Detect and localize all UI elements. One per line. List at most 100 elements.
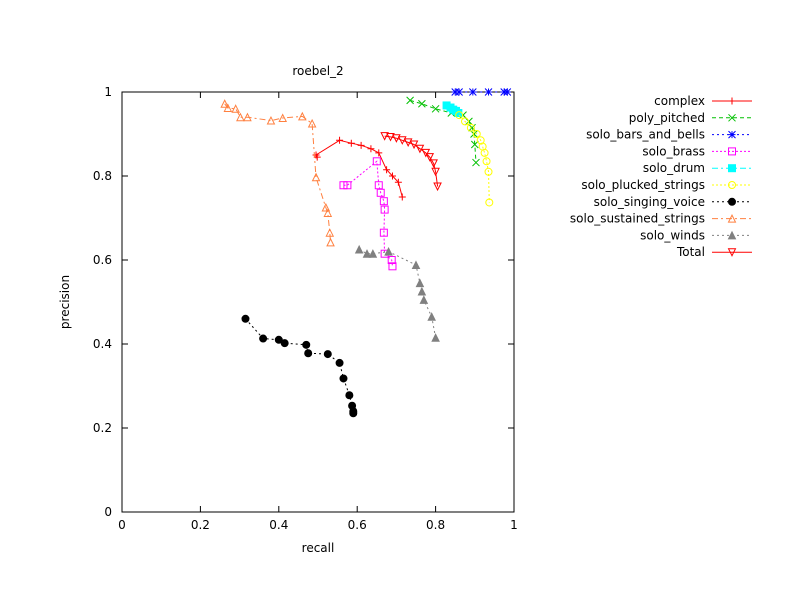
data-point-solo-brass <box>376 188 385 197</box>
data-point-complex <box>388 172 396 180</box>
legend-label: solo_plucked_strings <box>581 178 705 192</box>
x-tick-label: 0.2 <box>191 518 210 532</box>
data-point-total <box>431 167 440 177</box>
legend-item-solo-drum: solo_drum <box>643 161 752 175</box>
y-tick-label: 0.2 <box>93 421 112 435</box>
data-point-solo-brass <box>379 228 388 237</box>
legend-marker <box>727 248 737 257</box>
legend-marker <box>728 147 736 156</box>
data-point-solo-sustained-strings <box>231 104 240 113</box>
data-point-total <box>392 134 401 143</box>
legend-item-solo-bars-and-bells: solo_bars_and_bells <box>586 128 752 142</box>
data-point-solo-plucked-strings <box>466 123 475 132</box>
data-point-complex <box>357 141 365 149</box>
data-point-poly-pitched <box>472 158 480 167</box>
data-point-complex <box>383 166 391 174</box>
data-point-complex <box>367 145 375 153</box>
data-point-solo-winds <box>415 278 425 288</box>
y-tick-label: 1 <box>104 85 112 99</box>
legend-label: poly_pitched <box>629 111 705 125</box>
x-tick-label: 0.6 <box>348 518 367 532</box>
series-line-solo-brass <box>343 160 393 267</box>
legend-label: solo_singing_voice <box>594 195 705 209</box>
data-point-complex <box>394 178 402 186</box>
data-point-solo-sustained-strings <box>321 202 331 212</box>
data-point-solo-bars-and-bells <box>484 88 493 96</box>
legend-item-poly-pitched: poly_pitched <box>629 111 752 125</box>
data-point-solo-brass <box>387 256 396 264</box>
legend-marker <box>728 197 736 206</box>
ticks: 0 0.2 0.4 0.6 0.8 1 0 0.2 0.4 0.6 0.8 1 <box>93 85 518 532</box>
data-point-total <box>403 138 413 148</box>
data-point-solo-sustained-strings <box>323 208 333 217</box>
data-point-total <box>415 144 425 154</box>
data-point-solo-sustained-strings <box>243 112 252 122</box>
data-point-solo-winds <box>419 295 429 304</box>
data-point-solo-plucked-strings <box>484 167 493 176</box>
data-point-solo-winds <box>427 312 436 321</box>
data-point-solo-sustained-strings <box>223 103 233 112</box>
data-point-poly-pitched <box>470 140 479 149</box>
data-point-solo-winds <box>417 286 427 296</box>
legend-label: solo_sustained_strings <box>570 212 705 226</box>
data-point-solo-bars-and-bells <box>503 88 512 96</box>
data-point-total <box>429 159 438 169</box>
data-point-total <box>433 182 442 192</box>
legend-item-solo-sustained-strings: solo_sustained_strings <box>570 212 752 226</box>
data-point-solo-plucked-strings <box>461 117 469 126</box>
legend-label: solo_drum <box>643 161 705 175</box>
legend-label: Total <box>676 245 705 259</box>
series-solo-winds <box>354 244 440 342</box>
legend: complex poly_pitched solo_bars_and_bellsso… <box>570 94 752 259</box>
y-tick-label: 0.6 <box>93 253 112 267</box>
data-point-solo-plucked-strings <box>455 111 464 120</box>
data-point-solo-brass <box>372 157 381 166</box>
y-axis-label: precision <box>58 275 72 329</box>
series-solo-drum <box>442 101 463 117</box>
data-point-solo-sustained-strings <box>326 237 335 247</box>
data-point-solo-winds <box>411 260 421 270</box>
data-point-total <box>380 132 389 141</box>
data-point-solo-singing-voice <box>302 340 311 349</box>
series-complex <box>312 136 406 201</box>
data-point-solo-sustained-strings <box>266 115 276 125</box>
legend-marker <box>728 113 736 122</box>
data-point-complex <box>312 151 320 159</box>
data-point-complex <box>336 136 344 144</box>
legend-label: solo_bars_and_bells <box>586 128 705 142</box>
legend-label: complex <box>654 94 705 108</box>
legend-marker <box>728 97 736 105</box>
data-point-solo-winds <box>368 249 378 258</box>
data-point-total <box>409 140 419 150</box>
data-point-solo-singing-voice <box>323 350 332 359</box>
legend-marker <box>727 213 737 223</box>
data-point-solo-brass <box>343 181 352 190</box>
data-point-solo-brass <box>374 181 383 190</box>
data-point-solo-singing-voice <box>304 349 313 358</box>
chart-title: roebel_2 <box>292 64 343 78</box>
data-point-solo-singing-voice <box>280 339 289 348</box>
x-tick-label: 0 <box>118 518 126 532</box>
series-solo-singing-voice <box>241 314 358 418</box>
data-point-solo-singing-voice <box>241 314 250 323</box>
plot-frame <box>121 91 515 513</box>
legend-item-total: Total <box>676 245 752 259</box>
y-tick-label: 0.4 <box>93 337 112 351</box>
legend-marker <box>728 164 736 173</box>
data-point-solo-singing-voice <box>259 334 268 343</box>
data-point-complex <box>375 149 383 157</box>
series-line-poly-pitched <box>409 99 477 163</box>
data-point-poly-pitched <box>406 96 414 105</box>
x-axis-label: recall <box>302 541 335 555</box>
x-tick-label: 0.8 <box>426 518 445 532</box>
data-point-poly-pitched <box>431 104 440 113</box>
y-tick-label: 0.8 <box>93 169 112 183</box>
data-point-total <box>421 148 431 158</box>
legend-item-complex: complex <box>654 94 752 108</box>
series-solo-plucked-strings <box>455 111 494 207</box>
data-point-solo-bars-and-bells <box>451 88 460 96</box>
data-point-solo-sustained-strings <box>236 112 245 122</box>
data-point-solo-brass <box>380 205 389 214</box>
data-point-solo-sustained-strings <box>325 228 335 237</box>
